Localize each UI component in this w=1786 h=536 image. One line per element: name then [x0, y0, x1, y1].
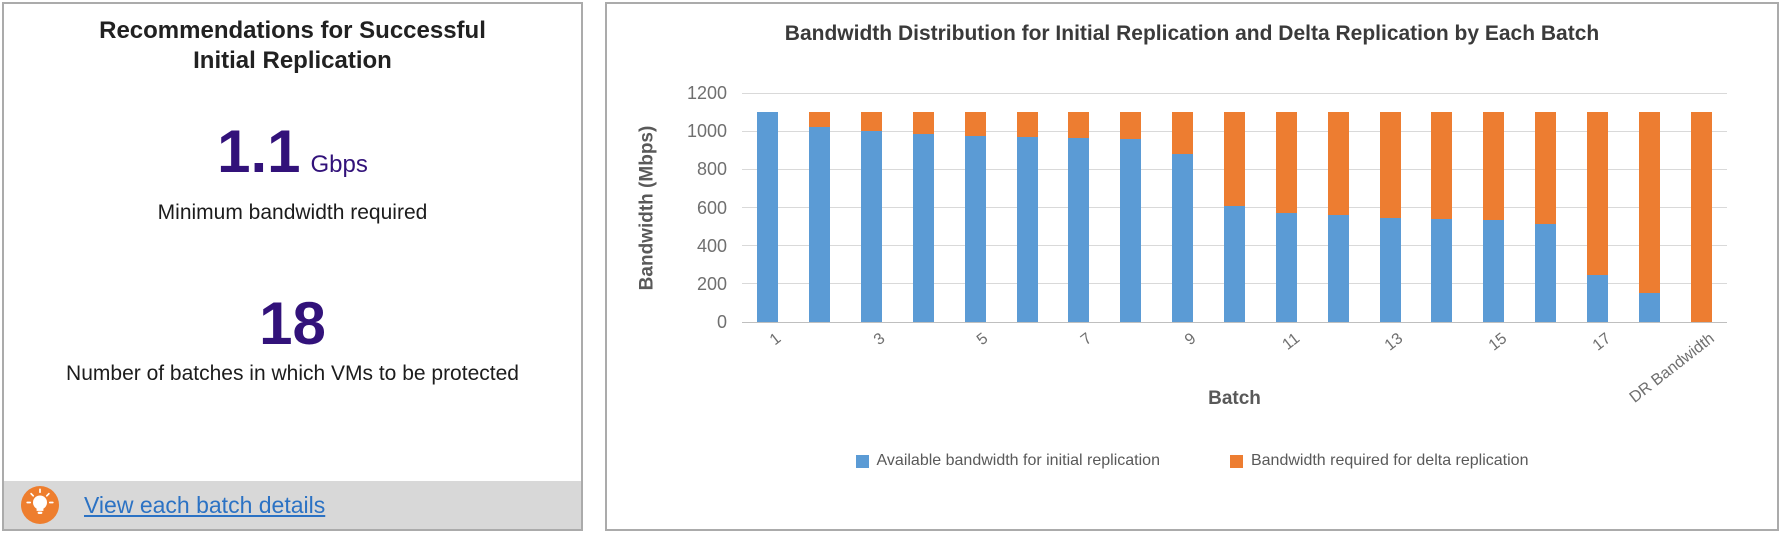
bandwidth-chart-panel: Bandwidth Distribution for Initial Repli…	[605, 2, 1779, 531]
x-tick-label-9: 9	[1181, 330, 1200, 349]
bar-batch-7	[1068, 112, 1090, 322]
bar-batch-9	[1172, 112, 1194, 322]
y-tick-label-800: 800	[696, 159, 727, 180]
bar-segment-delta	[1431, 112, 1453, 219]
legend-label-initial-replication: Available bandwidth for initial replicat…	[876, 452, 1160, 469]
bar-segment-initial	[809, 127, 831, 322]
bar-segment-initial	[1016, 136, 1038, 322]
recommendations-panel: Recommendations for Successful Initial R…	[2, 2, 583, 531]
bar-segment-delta	[1327, 112, 1349, 216]
batch-count-caption: Number of batches in which VMs to be pro…	[66, 362, 519, 385]
panel-title: Recommendations for Successful Initial R…	[4, 16, 581, 76]
x-tick-label-3: 3	[870, 330, 889, 349]
gridline-0	[742, 321, 1727, 323]
bar-batch-10	[1224, 112, 1245, 322]
bar-batch-12	[1327, 112, 1349, 322]
y-tick-label-200: 200	[696, 273, 727, 294]
x-tick-label-1: 1	[766, 330, 785, 349]
bar-segment-initial	[1120, 138, 1142, 322]
bar-segment-delta	[809, 112, 831, 128]
gridline-1200	[742, 92, 1727, 94]
min-bandwidth-caption: Minimum bandwidth required	[157, 201, 428, 224]
bar-segment-delta	[1224, 112, 1245, 206]
panel-title-line1: Recommendations for Successful	[99, 17, 486, 44]
batch-count-value: 18	[259, 290, 326, 357]
bar-segment-delta	[1275, 112, 1297, 214]
bar-batch-1	[757, 112, 779, 322]
bar-batch-16	[1535, 112, 1557, 322]
x-tick-label-15: 15	[1485, 330, 1511, 355]
x-tick-label-17: 17	[1589, 330, 1614, 355]
legend-item-initial-replication: Available bandwidth for initial replicat…	[855, 452, 1160, 470]
panel-footer: View each batch details	[4, 481, 581, 529]
bar-segment-initial	[861, 131, 883, 322]
bar-batch-15	[1483, 112, 1505, 322]
lightbulb-icon	[21, 486, 59, 524]
bar-segment-initial	[1586, 275, 1608, 322]
chart-title: Bandwidth Distribution for Initial Repli…	[784, 22, 1600, 45]
bar-segment-delta	[964, 112, 986, 136]
bar-segment-delta	[912, 112, 934, 135]
bar-segment-initial	[1068, 137, 1090, 322]
bar-segment-initial	[1275, 213, 1297, 322]
bar-segment-delta	[1638, 112, 1660, 294]
bar-segment-delta	[1483, 112, 1505, 220]
bar-segment-delta	[1690, 112, 1712, 322]
bar-batch-18	[1638, 112, 1660, 322]
bar-segment-delta	[1068, 112, 1090, 138]
bar-segment-initial	[757, 112, 779, 322]
bar-batch-14	[1431, 112, 1453, 322]
min-bandwidth-stat: 1.1 Gbps	[4, 122, 581, 182]
bar-segment-delta	[1586, 112, 1608, 276]
x-tick-label-11: 11	[1279, 330, 1303, 354]
min-bandwidth-value: 1.1	[217, 118, 301, 185]
y-tick-label-0: 0	[716, 312, 727, 332]
bar-segment-delta	[1535, 112, 1557, 224]
view-batch-details-link[interactable]: View each batch details	[84, 491, 326, 518]
bar-segment-initial	[1327, 215, 1349, 322]
bar-segment-initial	[1638, 293, 1660, 322]
bar-batch-13	[1379, 112, 1401, 322]
bar-batch-dr-bandwidth	[1690, 112, 1712, 322]
x-tick-label-5: 5	[974, 330, 992, 349]
legend-item-delta-replication: Bandwidth required for delta replication	[1229, 452, 1529, 470]
bar-batch-8	[1120, 112, 1142, 322]
bar-batch-4	[912, 112, 934, 322]
bar-batch-3	[861, 112, 883, 322]
panel-title-line2: Initial Replication	[193, 47, 392, 74]
batch-count-stat: 18	[4, 294, 581, 354]
bar-segment-delta	[861, 112, 883, 132]
plot-area	[742, 92, 1727, 323]
bar-batch-2	[809, 112, 831, 322]
bar-segment-delta	[1016, 112, 1038, 137]
y-tick-label-1200: 1200	[686, 83, 727, 103]
bar-segment-initial	[1224, 205, 1245, 322]
bar-segment-delta	[1379, 112, 1401, 218]
y-tick-label-1000: 1000	[686, 121, 727, 142]
chart-legend: Available bandwidth for initial replicat…	[607, 452, 1777, 470]
bar-segment-initial	[912, 134, 934, 322]
min-bandwidth-unit: Gbps	[310, 151, 368, 178]
bar-segment-initial	[1379, 218, 1401, 322]
legend-swatch-orange	[1229, 454, 1243, 468]
legend-label-delta-replication: Bandwidth required for delta replication	[1250, 452, 1529, 469]
bar-batch-5	[964, 112, 986, 322]
x-tick-label-7: 7	[1077, 330, 1096, 349]
bar-segment-initial	[1172, 154, 1194, 322]
x-axis-title: Batch	[1208, 388, 1261, 409]
bar-batch-11	[1275, 112, 1297, 322]
bar-segment-initial	[1431, 218, 1453, 322]
bar-segment-delta	[1120, 112, 1142, 139]
bar-segment-initial	[1483, 219, 1505, 322]
bar-batch-6	[1016, 112, 1038, 322]
bar-segment-delta	[1172, 112, 1194, 155]
bar-segment-initial	[964, 135, 986, 322]
y-tick-label-400: 400	[696, 235, 727, 256]
y-tick-label-600: 600	[696, 197, 727, 218]
chart-body: Bandwidth Distribution for Initial Repli…	[607, 4, 1777, 529]
x-tick-label-13: 13	[1382, 330, 1407, 355]
bar-batch-17	[1586, 112, 1608, 322]
bar-segment-initial	[1535, 223, 1557, 322]
legend-swatch-blue	[855, 454, 869, 468]
